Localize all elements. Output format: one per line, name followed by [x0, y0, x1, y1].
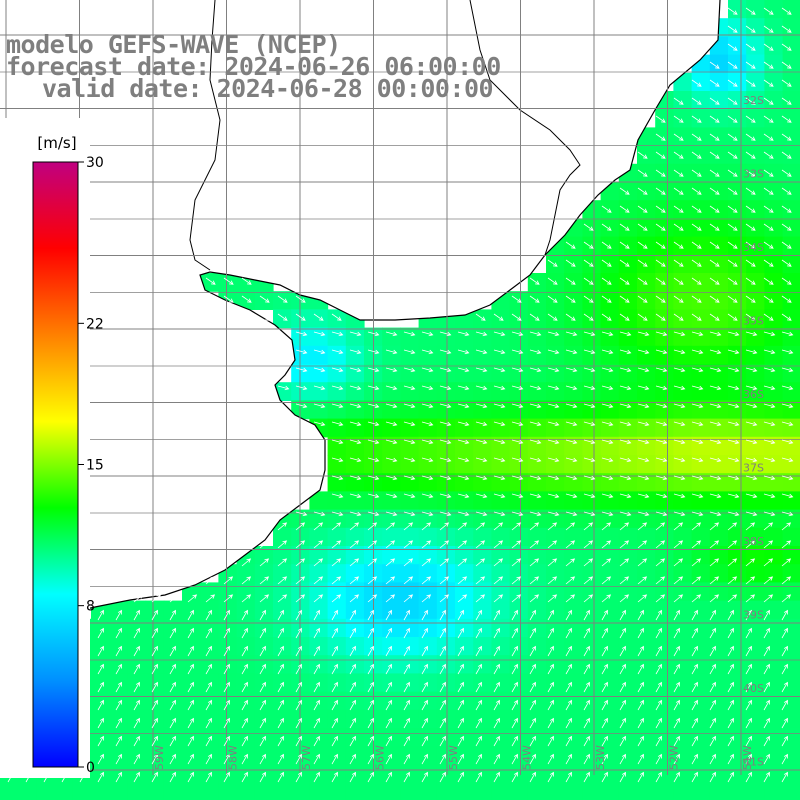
forecast-date: forecast date: 2024-06-26 06:00:00	[6, 52, 501, 81]
model-title: modelo GEFS-WAVE (NCEP)	[6, 30, 341, 59]
latitude-label: 40S	[743, 682, 764, 695]
latitude-label: 39S	[743, 609, 764, 622]
latitude-labels: 32S 33S 34S 35S 36S 37S 38S 39S 40S 41S	[743, 94, 764, 769]
longitude-label: 56W	[374, 745, 387, 770]
longitude-label: 54W	[521, 745, 534, 770]
colorbar-tick-label: 8	[86, 599, 95, 615]
colorbar-tick-label: 22	[86, 316, 104, 332]
latitude-label: 32S	[743, 94, 764, 107]
latitude-label: 33S	[743, 168, 764, 181]
colorbar-tick-label: 15	[86, 458, 104, 474]
longitude-label: 58W	[227, 745, 240, 770]
latitude-label: 38S	[743, 535, 764, 548]
longitude-labels: 61W60W59W58W57W56W55W54W53W52W51W	[6, 745, 754, 770]
colorbar-ramp	[32, 161, 79, 768]
latitude-label: 36S	[743, 388, 764, 401]
latitude-label: 37S	[743, 462, 764, 475]
colorbar: [m/s] 30 22 15 8 0	[0, 118, 104, 778]
longitude-label: 59W	[153, 745, 166, 770]
colorbar-tick-label: 30	[86, 155, 104, 171]
land-mask	[0, 0, 721, 629]
latitude-label: 35S	[743, 315, 764, 328]
valid-date: valid date: 2024-06-28 00:00:00	[42, 74, 494, 103]
longitude-label: 55W	[447, 745, 460, 770]
longitude-label: 52W	[668, 745, 681, 770]
latitude-label: 41S	[743, 756, 764, 769]
colorbar-tick-label: 0	[86, 760, 95, 776]
latitude-label: 34S	[743, 241, 764, 254]
colorbar-unit-label: [m/s]	[37, 134, 76, 152]
longitude-label: 57W	[300, 745, 313, 770]
longitude-label: 51W	[741, 745, 754, 770]
longitude-label: 53W	[594, 745, 607, 770]
